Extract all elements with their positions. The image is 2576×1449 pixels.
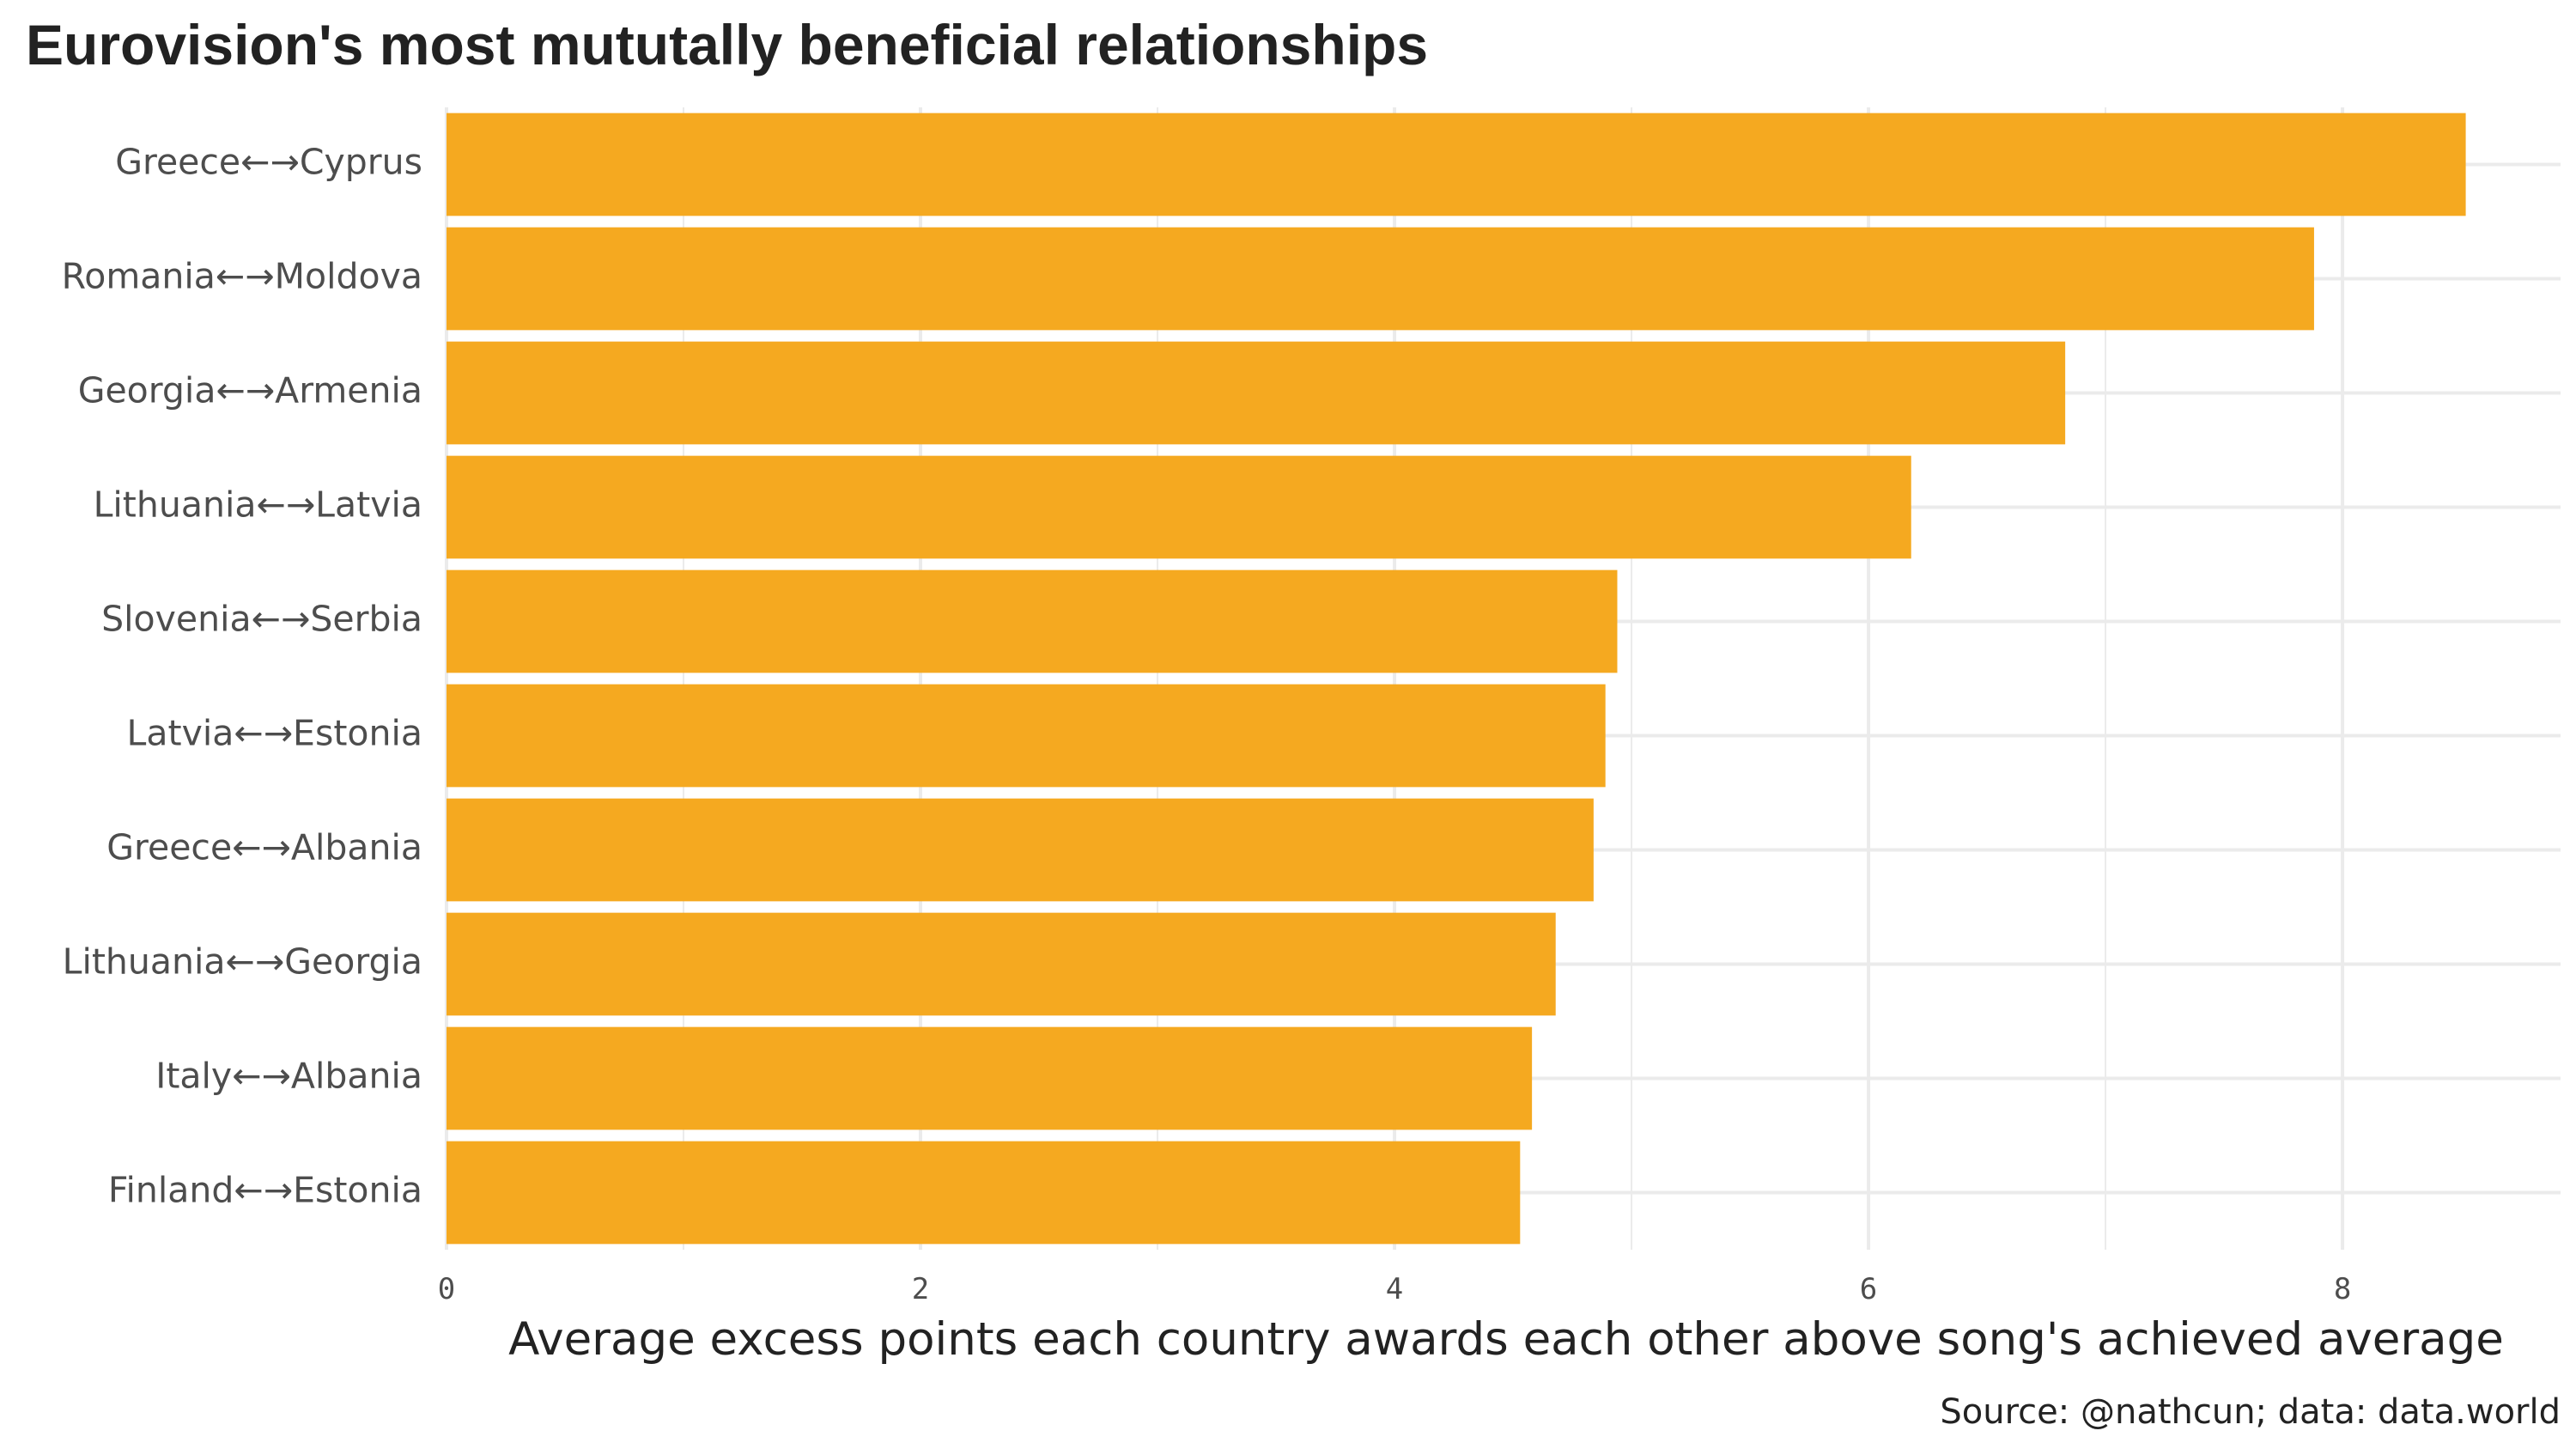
bars: [447, 113, 2466, 1245]
chart-title: Eurovision's most mututally beneficial r…: [26, 13, 1429, 76]
category-labels: Greece←→Cyprus Romania←→Moldova Georgia←→A…: [62, 142, 422, 1211]
bar: [447, 455, 1911, 559]
x-tick-label: 2: [912, 1272, 929, 1306]
bar: [447, 684, 1606, 788]
category-label: Italy←→Albania: [155, 1056, 422, 1097]
bar: [447, 1026, 1533, 1130]
category-label: Georgia←→Armenia: [78, 370, 422, 411]
category-label: Latvia←→Estonia: [127, 713, 422, 754]
category-label: Slovenia←→Serbia: [101, 599, 422, 640]
category-label: Finland←→Estonia: [108, 1170, 422, 1211]
bar: [447, 113, 2466, 216]
category-label: Lithuania←→Latvia: [94, 484, 422, 526]
x-tick-label: 4: [1386, 1272, 1403, 1306]
x-tick-label: 6: [1860, 1272, 1877, 1306]
bar: [447, 1141, 1521, 1245]
bar: [447, 341, 2066, 445]
x-axis-title: Average excess points each country award…: [508, 1313, 2504, 1366]
x-tick-label: 8: [2334, 1272, 2351, 1306]
category-label: Romania←→Moldova: [62, 256, 422, 297]
category-label: Greece←→Cyprus: [115, 142, 422, 183]
x-tick-label: 0: [438, 1272, 455, 1306]
bar: [447, 912, 1556, 1016]
bar: [447, 227, 2314, 331]
x-tick-labels: 0 2 4 6 8: [438, 1272, 2352, 1306]
category-label: Lithuania←→Georgia: [63, 941, 422, 983]
bar: [447, 569, 1618, 673]
category-label: Greece←→Albania: [106, 827, 422, 868]
source-caption: Source: @nathcun; data: data.world: [1940, 1392, 2561, 1432]
bar: [447, 798, 1594, 902]
